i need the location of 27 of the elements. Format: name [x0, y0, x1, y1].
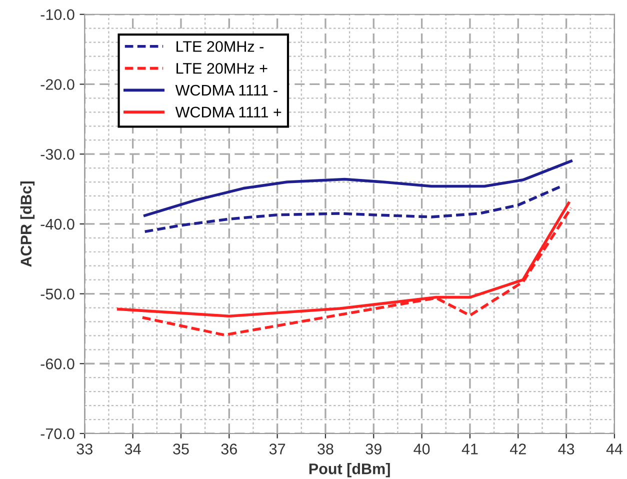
x-tick-label: 33: [76, 444, 92, 454]
x-tick-label: 34: [124, 444, 141, 454]
x-tick-label: 41: [462, 444, 478, 454]
y-tick-label: -20.0: [40, 79, 74, 90]
legend-label: WCDMA 1111 +: [175, 106, 282, 118]
x-tick-label: 44: [606, 444, 623, 454]
y-tick-label: -40.0: [40, 218, 74, 230]
x-axis-title: Pout [dBm]: [309, 463, 390, 478]
x-tick-label: 40: [414, 444, 430, 454]
line-series: [143, 160, 572, 217]
y-tick-label: -30.0: [40, 148, 74, 160]
line-series: [143, 184, 563, 234]
x-tick-label: 43: [558, 444, 574, 454]
y-tick-label: -70.0: [40, 428, 74, 440]
x-tick-label: 38: [318, 444, 334, 454]
y-tick-label: -50.0: [40, 288, 74, 300]
legend-label: WCDMA 1111 -: [175, 84, 278, 96]
y-axis-title: ACPR [dBc]: [20, 182, 35, 267]
x-tick-label: 35: [173, 444, 189, 454]
x-tick-label: 42: [510, 444, 526, 454]
y-tick-label: -10.0: [40, 9, 74, 20]
x-tick-label: 39: [366, 444, 382, 454]
x-tick-label: 37: [269, 444, 286, 454]
x-tick-label: 36: [221, 444, 237, 454]
legend-label: LTE 20MHz +: [176, 62, 268, 74]
legend-label: LTE 20MHz -: [176, 41, 264, 52]
y-tick-label: -60.0: [40, 358, 74, 370]
